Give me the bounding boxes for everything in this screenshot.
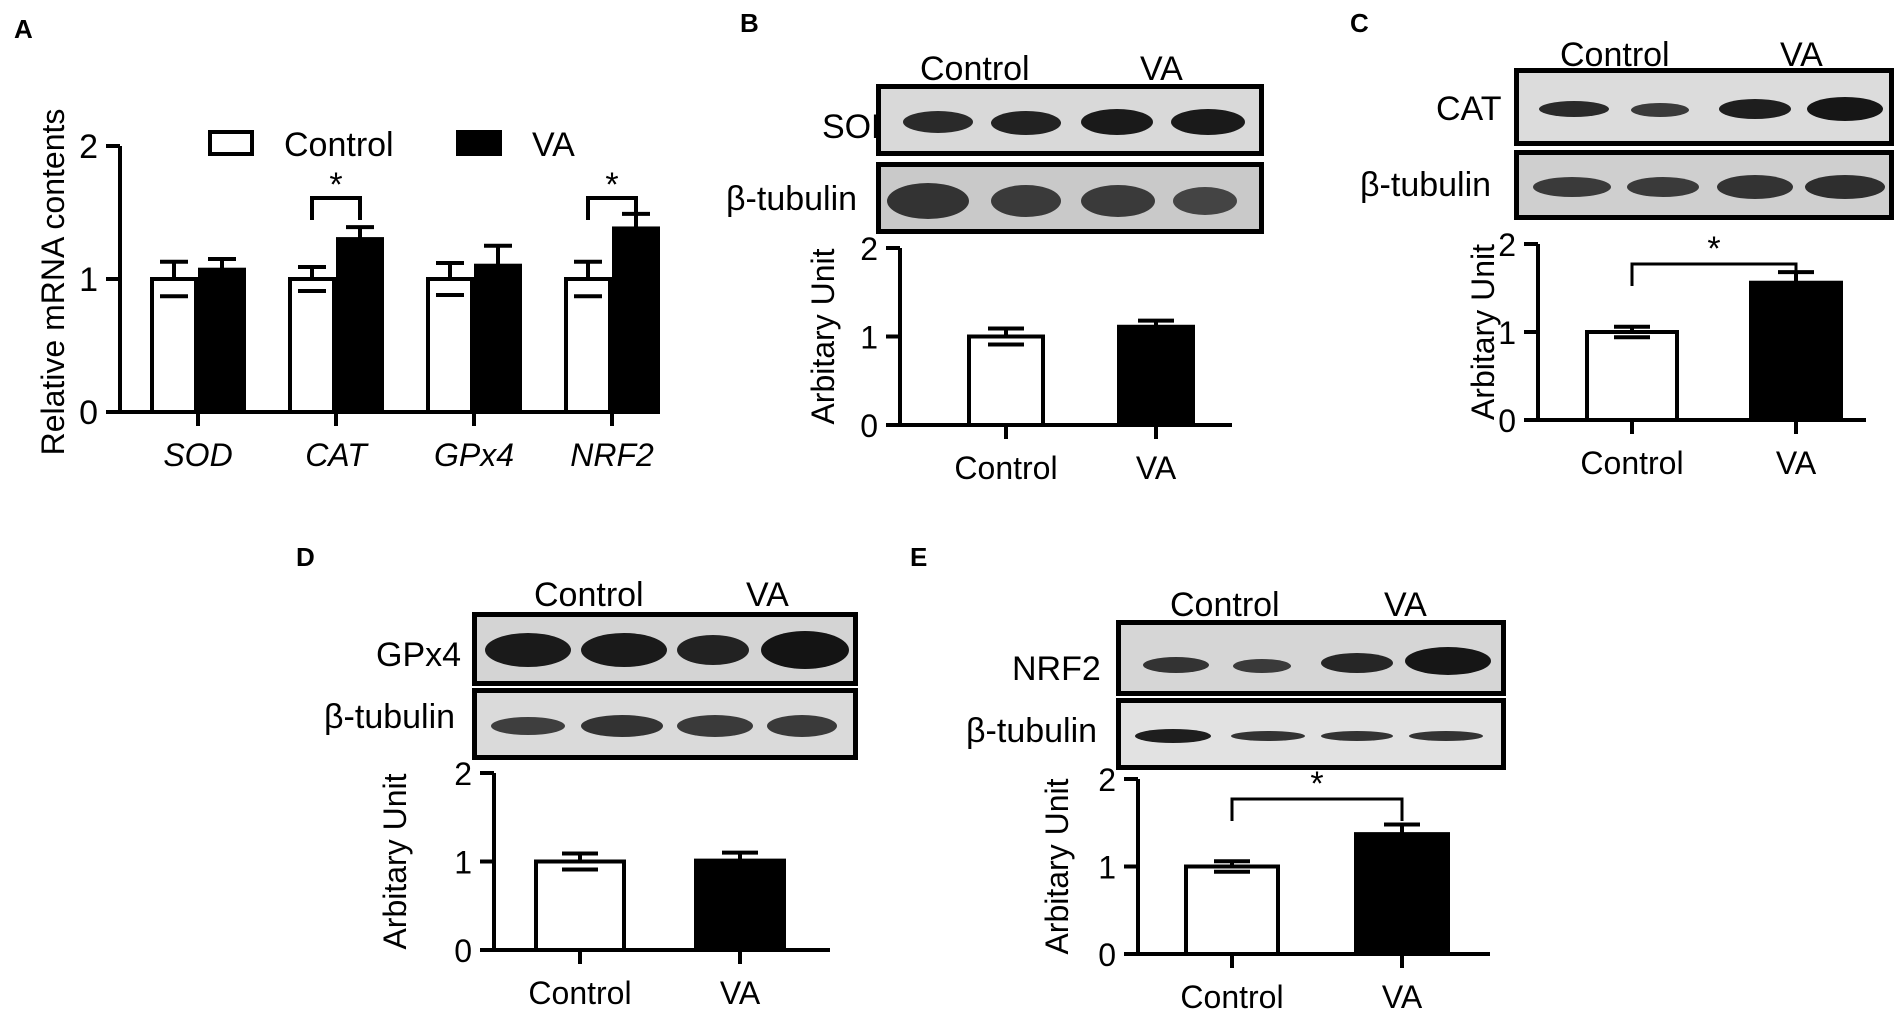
chart-d-svg: 0 1 2 Control VA Arbitary Unit bbox=[377, 756, 830, 1011]
bar-va-sod bbox=[198, 267, 246, 414]
x-tick-label: VA bbox=[1776, 445, 1817, 481]
chart-e-svg: 0 1 2 Control VA * Arbitary Unit bbox=[1039, 762, 1490, 1015]
chart-b-svg: 0 1 2 Control VA Arbitary Unit bbox=[805, 231, 1232, 486]
bar-control bbox=[1184, 864, 1280, 956]
significance-bracket bbox=[1230, 797, 1404, 821]
x-tick-label: Control bbox=[528, 975, 631, 1011]
bar-control bbox=[1585, 330, 1679, 422]
y-tick-label: 2 bbox=[454, 756, 472, 792]
y-tick-label: 2 bbox=[860, 231, 878, 267]
x-tick-label: SOD bbox=[163, 437, 232, 473]
blot-e-control-header: Control bbox=[1170, 586, 1280, 624]
panel-label-e: E bbox=[910, 542, 928, 572]
bar-va bbox=[1749, 280, 1843, 422]
significance-marker: * bbox=[1310, 765, 1323, 803]
blot-d-tubulin-label: β-tubulin bbox=[324, 698, 456, 736]
y-tick-label: 1 bbox=[1498, 315, 1516, 351]
x-tick-label: GPx4 bbox=[434, 437, 514, 473]
legend-swatch-va bbox=[456, 130, 502, 156]
bar-control-cat bbox=[288, 277, 336, 414]
bar-va-cat bbox=[336, 237, 384, 414]
blot-c-va-header: VA bbox=[1780, 36, 1823, 74]
significance-bracket bbox=[310, 196, 362, 220]
panel-label-a: A bbox=[14, 14, 33, 44]
significance-marker: * bbox=[329, 166, 342, 204]
blot-b-tubulin-image bbox=[876, 162, 1264, 234]
blot-e-tubulin-image bbox=[1116, 698, 1506, 770]
x-tick-label: Control bbox=[1180, 979, 1283, 1015]
bar-control bbox=[534, 859, 626, 952]
blot-d-va-header: VA bbox=[746, 576, 789, 614]
bar-control bbox=[967, 334, 1045, 427]
significance-bracket bbox=[1630, 262, 1798, 286]
y-tick-label: 1 bbox=[454, 845, 472, 881]
x-tick-label: NRF2 bbox=[570, 437, 654, 473]
y-tick-label: 1 bbox=[79, 261, 98, 299]
y-tick-label: 0 bbox=[1498, 403, 1516, 439]
blot-b-tubulin-label: β-tubulin bbox=[726, 180, 858, 218]
blot-e-nrf2-image bbox=[1116, 620, 1506, 696]
y-tick-label: 2 bbox=[1498, 227, 1516, 263]
blot-e-nrf2-label: NRF2 bbox=[1012, 650, 1101, 688]
y-tick-label: 0 bbox=[454, 933, 472, 969]
x-tick-label: VA bbox=[1136, 450, 1177, 486]
bar-control-gpx4 bbox=[426, 277, 474, 414]
y-axis-label: Arbitary Unit bbox=[377, 773, 413, 949]
x-tick-label: CAT bbox=[305, 437, 369, 473]
blot-b-control-header: Control bbox=[920, 50, 1030, 88]
blot-c-tubulin-label: β-tubulin bbox=[1360, 166, 1492, 204]
y-tick-label: 1 bbox=[1098, 850, 1116, 886]
blot-b-va-header: VA bbox=[1140, 50, 1183, 88]
y-tick-label: 1 bbox=[860, 320, 878, 356]
y-tick-label: 2 bbox=[1098, 762, 1116, 798]
y-tick-label: 0 bbox=[1098, 937, 1116, 973]
legend-swatch-control bbox=[208, 130, 254, 156]
blot-e-tubulin-label: β-tubulin bbox=[966, 712, 1098, 750]
significance-marker: * bbox=[1707, 230, 1720, 268]
significance-bracket bbox=[586, 196, 638, 220]
x-tick-label: VA bbox=[1382, 979, 1423, 1015]
y-axis-label: Arbitary Unit bbox=[1039, 778, 1075, 954]
significance-marker: * bbox=[605, 166, 618, 204]
y-tick-label: 2 bbox=[79, 128, 98, 166]
blot-c-cat-label: CAT bbox=[1436, 90, 1502, 128]
blot-e-va-header: VA bbox=[1384, 586, 1427, 624]
y-tick-label: 0 bbox=[79, 394, 98, 432]
bar-va bbox=[1354, 832, 1450, 956]
chart-c-svg: 0 1 2 Control VA * Arbitary Unit bbox=[1465, 227, 1866, 481]
blot-d-tubulin-image bbox=[472, 688, 858, 760]
panel-label-c: C bbox=[1350, 8, 1369, 38]
y-axis-label: Relative mRNA contents bbox=[35, 109, 71, 456]
blot-c-tubulin-image bbox=[1514, 150, 1894, 220]
blot-d-gpx4-image bbox=[472, 612, 858, 686]
y-axis-label: Arbitary Unit bbox=[1465, 244, 1501, 420]
blot-c-cat-image bbox=[1514, 68, 1894, 146]
x-tick-label: Control bbox=[954, 450, 1057, 486]
y-tick-label: 0 bbox=[860, 408, 878, 444]
blot-d-control-header: Control bbox=[534, 576, 644, 614]
x-tick-label: Control bbox=[1580, 445, 1683, 481]
bar-va-nrf2 bbox=[612, 226, 660, 414]
x-tick-label: VA bbox=[720, 975, 761, 1011]
legend-label-control: Control bbox=[284, 126, 394, 164]
panel-label-d: D bbox=[296, 542, 315, 572]
blot-b-sod-image bbox=[876, 84, 1264, 156]
panel-label-b: B bbox=[740, 8, 759, 38]
bar-va bbox=[694, 858, 786, 952]
blot-c-control-header: Control bbox=[1560, 36, 1670, 74]
legend-label-va: VA bbox=[532, 126, 575, 164]
y-axis-label: Arbitary Unit bbox=[805, 248, 841, 424]
blot-d-gpx4-label: GPx4 bbox=[376, 636, 462, 674]
